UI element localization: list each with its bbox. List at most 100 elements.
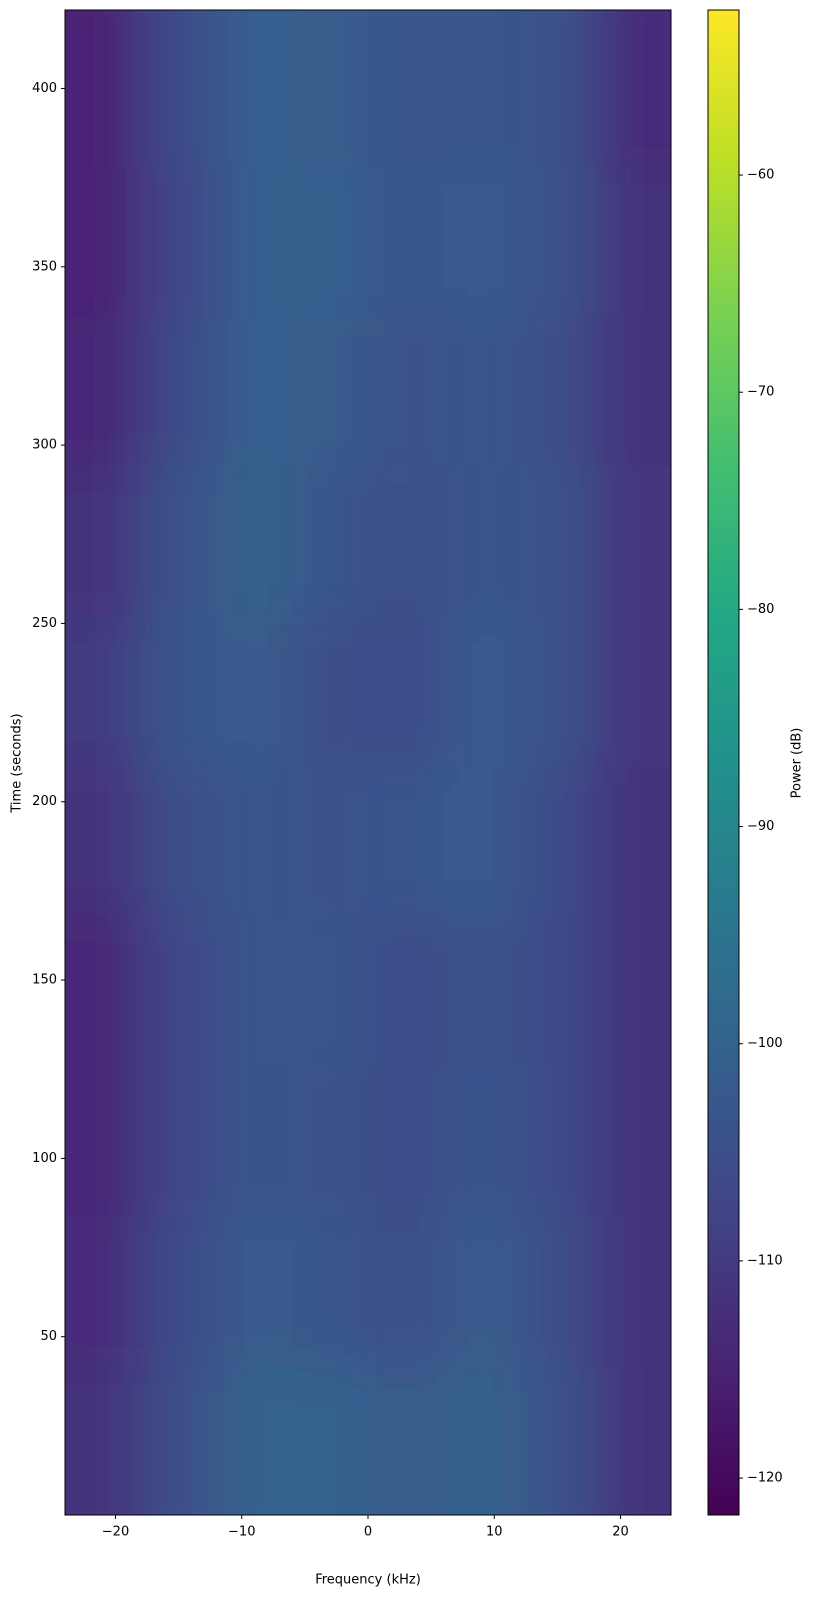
heat-cell bbox=[65, 316, 141, 467]
colorbar-tick-label: −80 bbox=[747, 602, 774, 617]
heat-cell bbox=[595, 616, 671, 767]
y-tick-label: 50 bbox=[40, 1329, 57, 1344]
heat-cell bbox=[65, 1215, 141, 1366]
heat-cell bbox=[595, 1065, 671, 1216]
heat-cell bbox=[443, 616, 520, 767]
heat-cell bbox=[216, 1065, 293, 1216]
heat-cell bbox=[292, 616, 368, 767]
heat-cell bbox=[140, 616, 217, 767]
heat-cell bbox=[216, 316, 293, 467]
heat-cell bbox=[519, 1365, 596, 1515]
heat-cell bbox=[216, 166, 293, 317]
heat-cell bbox=[595, 1365, 671, 1515]
heat-cell bbox=[65, 1065, 141, 1216]
colorbar-tick-label: −90 bbox=[747, 819, 774, 834]
heat-cell bbox=[140, 915, 217, 1066]
heat-cell bbox=[519, 616, 596, 767]
heat-cell bbox=[595, 166, 671, 317]
heat-cell bbox=[595, 316, 671, 467]
y-tick-label: 100 bbox=[32, 1151, 57, 1166]
heat-cell bbox=[368, 1365, 444, 1515]
heat-cell bbox=[216, 766, 293, 916]
x-tick-label: 10 bbox=[486, 1525, 503, 1540]
heat-cell bbox=[368, 915, 444, 1066]
y-tick-label: 350 bbox=[32, 259, 57, 274]
x-axis-label: Frequency (kHz) bbox=[315, 1573, 421, 1588]
colorbar bbox=[707, 9, 740, 1516]
heat-cell bbox=[140, 1215, 217, 1366]
y-tick-label: 250 bbox=[32, 616, 57, 631]
heat-cell bbox=[65, 166, 141, 317]
heat-cell bbox=[519, 466, 596, 617]
heat-cell bbox=[595, 1215, 671, 1366]
heat-cell bbox=[368, 166, 444, 317]
heat-cell bbox=[65, 10, 141, 167]
heat-cell bbox=[368, 616, 444, 767]
y-tick-label: 200 bbox=[32, 794, 57, 809]
heat-cell bbox=[140, 166, 217, 317]
heat-cell bbox=[519, 915, 596, 1066]
heat-cell bbox=[216, 915, 293, 1066]
heat-cell bbox=[140, 1365, 217, 1515]
colorbar-tick-label: −100 bbox=[747, 1036, 783, 1051]
heat-cell bbox=[140, 10, 217, 167]
heat-cell bbox=[65, 915, 141, 1066]
heat-cell bbox=[140, 1065, 217, 1216]
y-tick-label: 150 bbox=[32, 973, 57, 988]
heat-cell bbox=[443, 316, 520, 467]
heat-cell bbox=[519, 316, 596, 467]
heat-cell bbox=[65, 1365, 141, 1515]
heat-cell bbox=[292, 466, 368, 617]
heat-cell bbox=[292, 766, 368, 916]
heat-cell bbox=[216, 616, 293, 767]
heat-cell bbox=[140, 316, 217, 467]
heat-cell bbox=[595, 466, 671, 617]
heat-cell bbox=[216, 1215, 293, 1366]
heat-cell bbox=[519, 766, 596, 916]
heat-cell bbox=[443, 766, 520, 916]
colorbar-tick-label: −70 bbox=[747, 385, 774, 400]
heat-cell bbox=[443, 466, 520, 617]
heat-cell bbox=[595, 766, 671, 916]
colorbar-tick-label: −60 bbox=[747, 168, 774, 183]
x-tick-label: 20 bbox=[612, 1525, 629, 1540]
heat-cell bbox=[216, 1365, 293, 1515]
heat-cell bbox=[292, 915, 368, 1066]
heat-cell bbox=[292, 1215, 368, 1366]
x-tick-label: 0 bbox=[364, 1525, 372, 1540]
heat-cell bbox=[140, 466, 217, 617]
x-tick-label: −10 bbox=[228, 1525, 255, 1540]
heat-cell bbox=[368, 1065, 444, 1216]
heat-cell bbox=[292, 166, 368, 317]
colorbar-tick-label: −120 bbox=[747, 1471, 783, 1486]
heat-cell bbox=[216, 10, 293, 167]
heat-cell bbox=[216, 466, 293, 617]
heat-cell bbox=[292, 1365, 368, 1515]
heat-cell bbox=[368, 1215, 444, 1366]
heat-cell bbox=[292, 316, 368, 467]
colorbar-tick-label: −110 bbox=[747, 1253, 783, 1268]
heat-cell bbox=[65, 466, 141, 617]
heat-cell bbox=[368, 466, 444, 617]
heat-cell bbox=[595, 10, 671, 167]
heat-cell bbox=[443, 915, 520, 1066]
heat-cell bbox=[595, 915, 671, 1066]
heat-cell bbox=[292, 1065, 368, 1216]
heat-cell bbox=[65, 616, 141, 767]
y-tick-label: 300 bbox=[32, 438, 57, 453]
y-axis-label: Time (seconds) bbox=[10, 713, 25, 813]
heat-cell bbox=[368, 316, 444, 467]
heat-cell bbox=[443, 1365, 520, 1515]
heat-cell bbox=[519, 1065, 596, 1216]
heat-cell bbox=[443, 10, 520, 167]
heat-cell bbox=[519, 166, 596, 317]
heat-cell bbox=[368, 10, 444, 167]
heat-cell bbox=[65, 766, 141, 916]
x-tick-label: −20 bbox=[102, 1525, 129, 1540]
heat-cell bbox=[368, 766, 444, 916]
heat-cell bbox=[292, 10, 368, 167]
heat-cell bbox=[140, 766, 217, 916]
colorbar-label: Power (dB) bbox=[790, 728, 805, 799]
heat-cell bbox=[443, 1215, 520, 1366]
